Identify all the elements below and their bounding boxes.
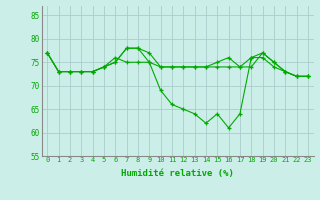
X-axis label: Humidité relative (%): Humidité relative (%) [121, 169, 234, 178]
